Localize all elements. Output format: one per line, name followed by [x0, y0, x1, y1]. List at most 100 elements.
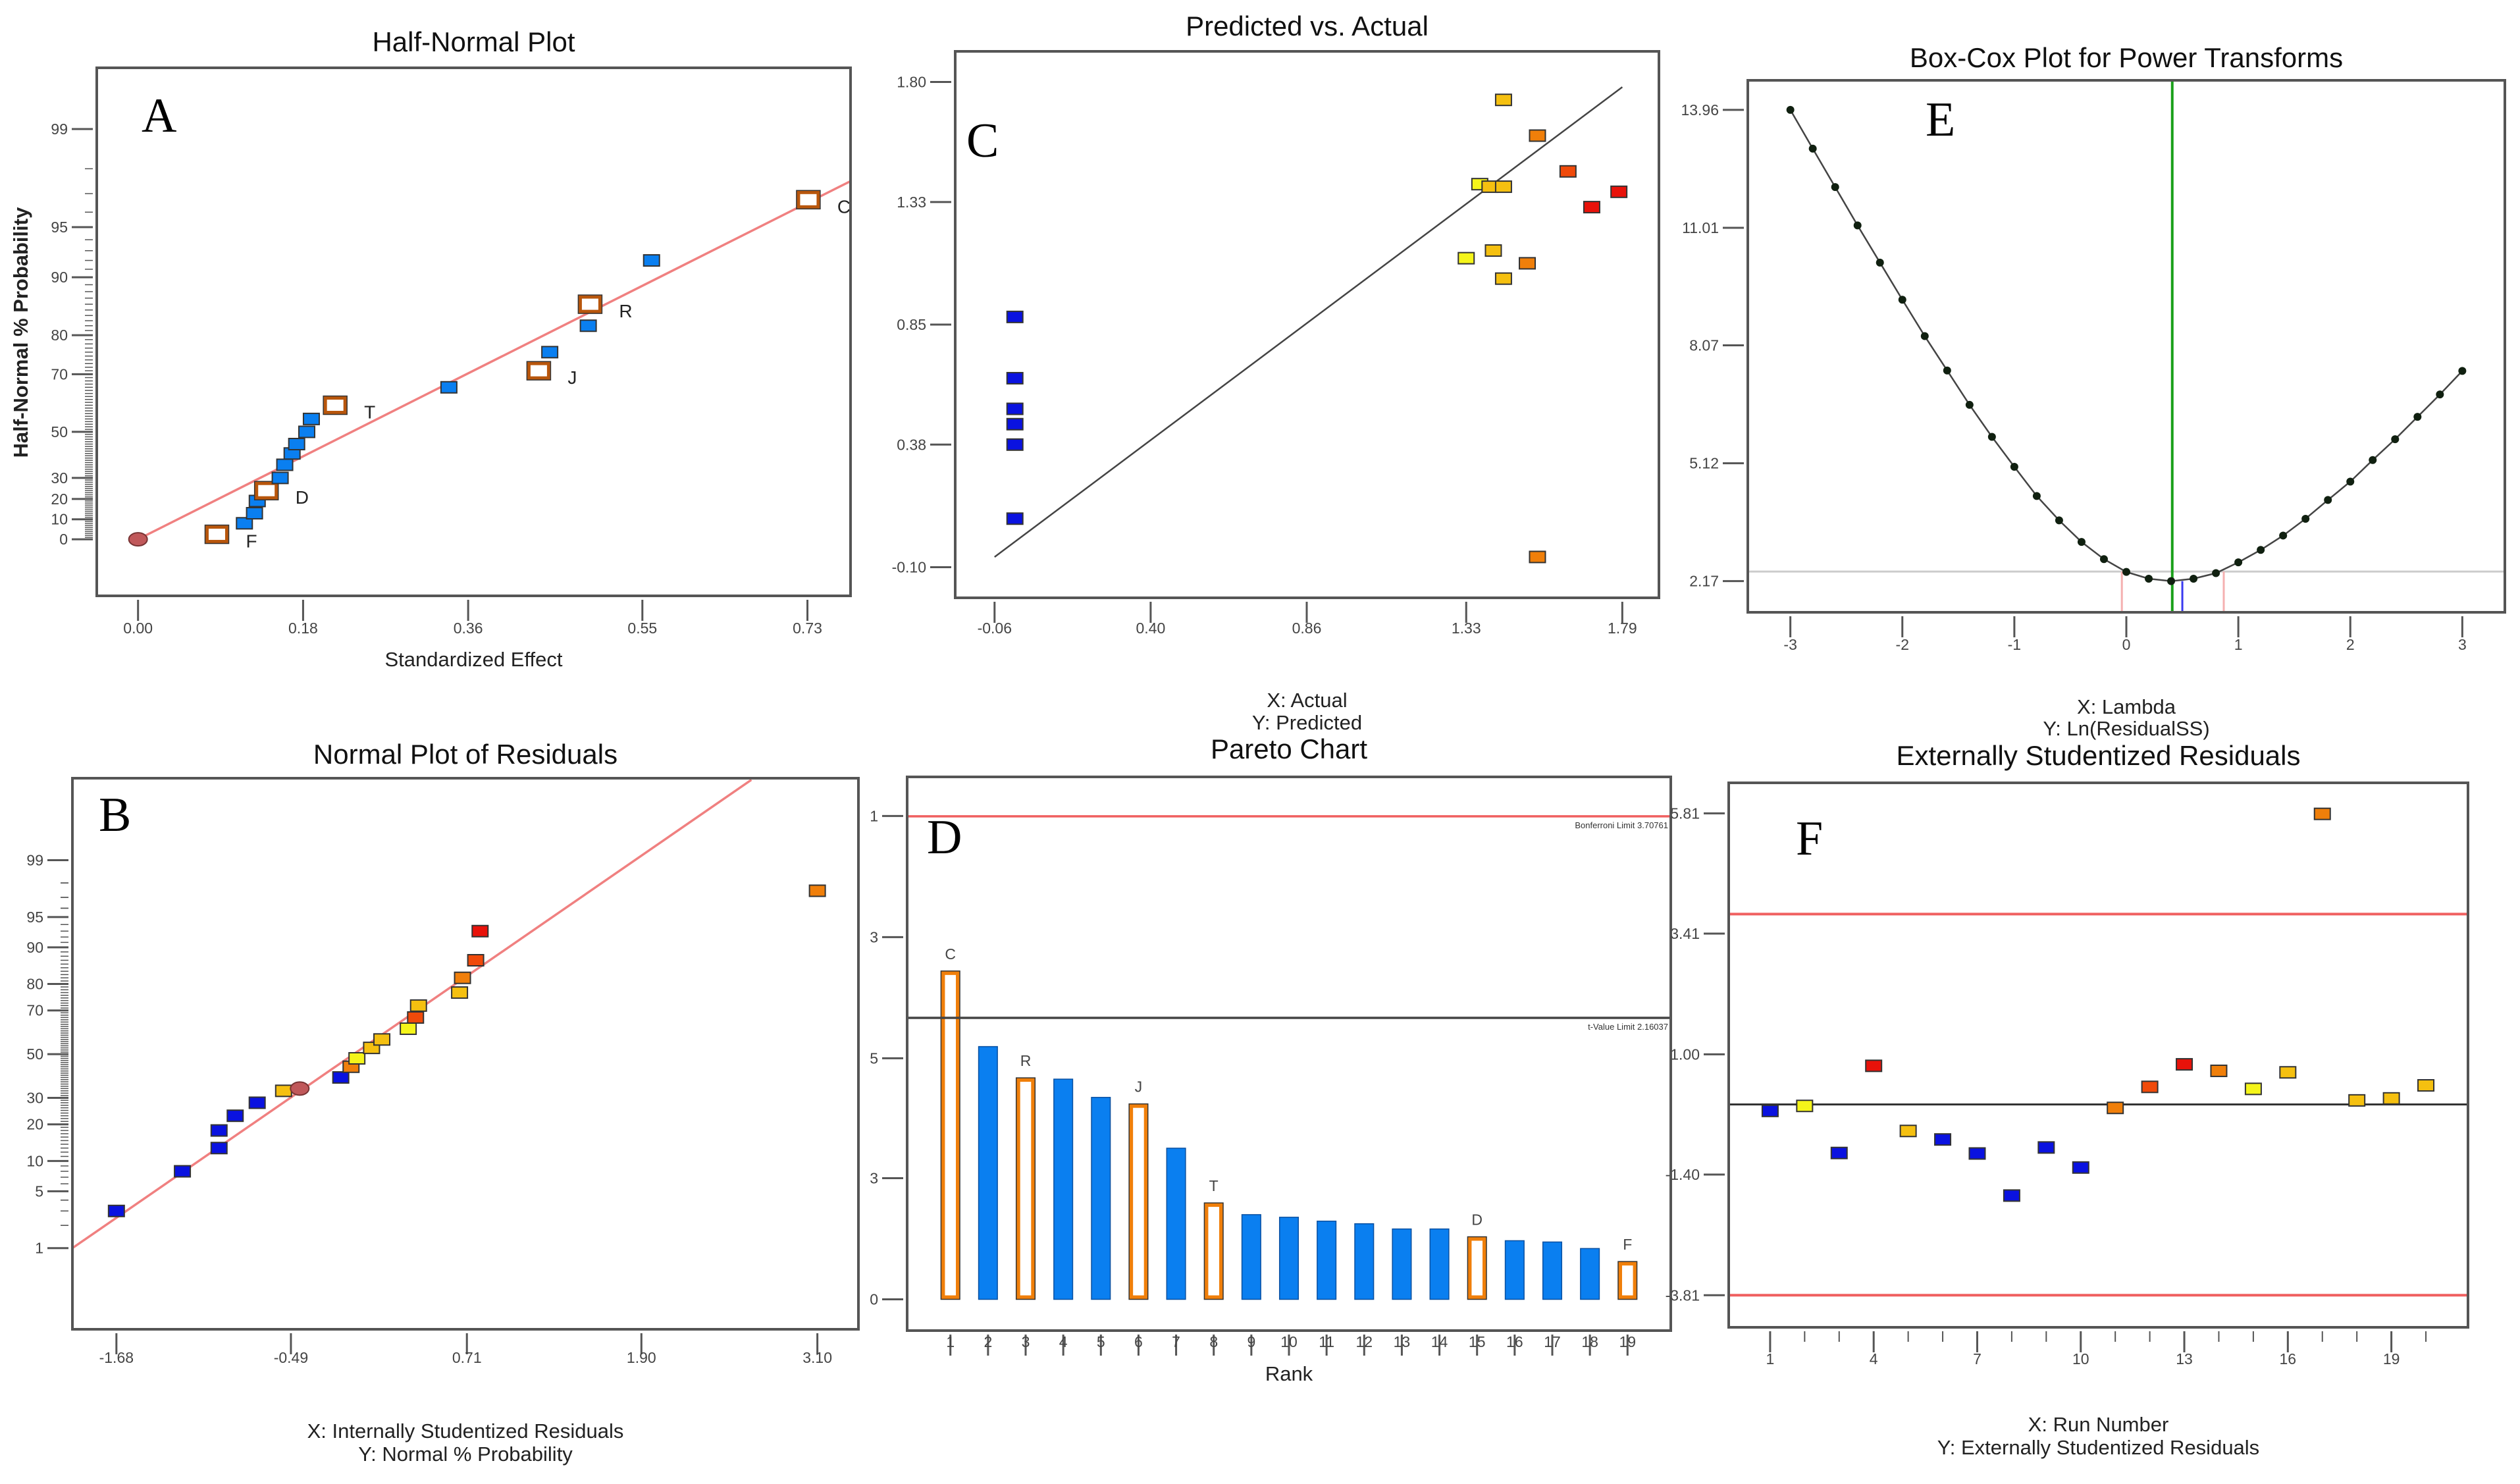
term-point-outline: [796, 190, 821, 210]
x-tick-label: 5: [1097, 1333, 1105, 1350]
y-tick-label: 13.96: [1681, 101, 1719, 119]
y-tick-label: 80: [51, 327, 68, 344]
plot-frame: [95, 66, 852, 597]
data-point: [2382, 1092, 2400, 1105]
data-point: [451, 986, 469, 999]
x-tick-label: 11: [1319, 1333, 1334, 1350]
y-tick-label: 50: [26, 1046, 43, 1063]
term-label: J: [567, 367, 577, 388]
data-point: [1006, 512, 1024, 525]
term-point-outline: [253, 481, 279, 500]
term-label: R: [619, 301, 632, 321]
curve-point: [2190, 575, 2198, 583]
x-tick-label: 3.10: [802, 1349, 832, 1366]
bar-outline: [1617, 1261, 1638, 1300]
data-point: [1494, 180, 1512, 194]
y-tick-label: 1: [35, 1240, 43, 1257]
data-point: [248, 1096, 266, 1109]
data-point: [454, 971, 471, 984]
y-tick-label: 0.85: [897, 316, 926, 333]
x-tick-label: 0.71: [452, 1349, 482, 1366]
bar: [1053, 1078, 1074, 1300]
x-tick-label: 1: [946, 1333, 955, 1350]
bar: [1241, 1214, 1261, 1300]
x-tick-label: 1.79: [1608, 620, 1637, 637]
y-tick-label: 99: [51, 120, 68, 138]
error-point: [236, 517, 253, 530]
y-tick-label: 0: [870, 1291, 878, 1308]
x-tick-label: 15: [1469, 1333, 1486, 1350]
data-point: [1529, 550, 1546, 564]
x-tick-label: 0: [2122, 636, 2131, 653]
data-point: [275, 1084, 292, 1098]
fit-line: [137, 180, 851, 541]
y-axis-label: Y: Normal % Probability: [358, 1443, 573, 1466]
bar-term: [1618, 1261, 1637, 1300]
x-tick-label: 3: [2458, 636, 2467, 653]
x-tick-label: 0.55: [627, 620, 657, 637]
y-tick-label: 0.38: [897, 436, 926, 453]
x-axis-label: X: Run Number: [2028, 1413, 2169, 1436]
error-point: [298, 425, 315, 438]
data-point: [1761, 1104, 1779, 1117]
data-point: [2037, 1141, 2055, 1154]
panel-letter: F: [1796, 812, 1823, 866]
bar: [1580, 1248, 1600, 1300]
y-tick-label: 10: [51, 511, 68, 528]
data-point: [2072, 1161, 2089, 1174]
x-axis-label: Rank: [1265, 1362, 1313, 1385]
y-tick-label: 70: [51, 365, 68, 383]
curve-point: [2324, 496, 2332, 504]
bar: [1504, 1240, 1525, 1300]
x-tick-label: 13: [1394, 1333, 1411, 1350]
y-tick-label: 1.80: [897, 74, 926, 91]
y-tick-label: 8.07: [1689, 336, 1719, 354]
data-point: [1494, 93, 1512, 107]
data-point: [348, 1051, 366, 1065]
y-tick-label: 3: [870, 1169, 878, 1186]
bar-term: [1129, 1103, 1148, 1300]
panel-letter: A: [142, 89, 176, 143]
term-label: C: [837, 196, 851, 217]
y-tick-label: 0: [59, 531, 68, 548]
error-point: [302, 412, 320, 425]
data-point: [1006, 402, 1024, 415]
plot-area: [72, 779, 826, 1250]
bar: [1317, 1221, 1337, 1300]
x-tick-label: 0.36: [454, 620, 483, 637]
y-tick-label: 1.00: [1670, 1046, 1700, 1063]
data-point: [1457, 252, 1475, 265]
data-point: [1559, 165, 1577, 178]
y-axis-label: Y: Ln(ResidualSS): [2043, 717, 2209, 740]
x-tick-label: 1.33: [1452, 620, 1481, 637]
data-point: [2176, 1058, 2193, 1071]
x-tick-label: -0.49: [274, 1349, 308, 1366]
x-tick-label: 0.40: [1136, 620, 1166, 637]
curve-point: [2458, 367, 2467, 375]
data-point: [1006, 371, 1024, 384]
y-axis-label: Half-Normal % Probability: [9, 207, 32, 458]
bar-outline: [1467, 1236, 1487, 1300]
plot-frame: [1727, 782, 2469, 1329]
curve-point: [1920, 332, 1929, 340]
term-label: F: [246, 531, 257, 552]
data-point: [1899, 1125, 1917, 1138]
chart-title: Normal Plot of Residuals: [313, 739, 617, 770]
fit-line: [994, 86, 1623, 558]
x-tick-label: -2: [1896, 636, 1909, 653]
x-tick-label: 7: [1973, 1350, 1982, 1367]
data-point: [373, 1033, 391, 1046]
y-tick-label: 1: [870, 807, 878, 824]
bar-term: [1016, 1078, 1036, 1300]
plot-area: [907, 815, 1671, 1300]
curve-point: [1965, 400, 1974, 409]
y-tick-label: 3: [870, 928, 878, 945]
plot-area: [128, 180, 851, 547]
data-point: [400, 1022, 417, 1035]
bar-label: R: [1020, 1052, 1032, 1069]
data-point: [2279, 1066, 2297, 1079]
term-point: [578, 295, 602, 313]
panel-letter: C: [966, 114, 999, 168]
data-point: [409, 999, 427, 1012]
